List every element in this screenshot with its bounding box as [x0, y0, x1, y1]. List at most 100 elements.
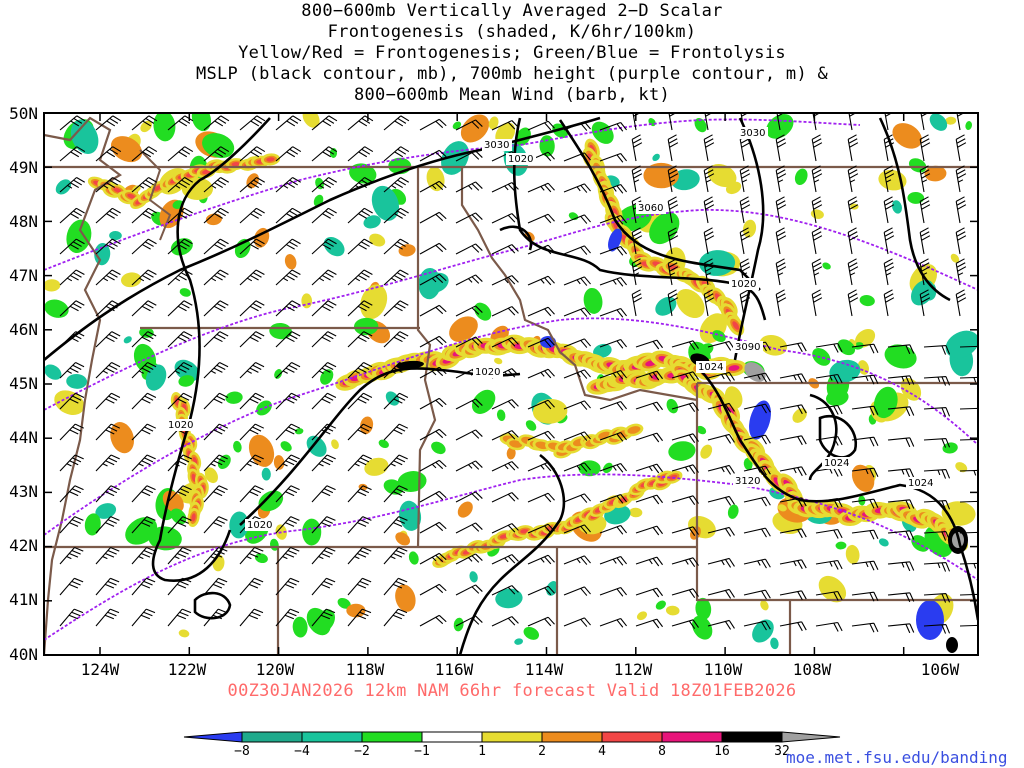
wind-barb	[779, 435, 807, 446]
shading-cell	[323, 236, 345, 257]
wind-barb	[631, 227, 643, 255]
wind-barb	[383, 300, 409, 317]
wind-barb	[959, 562, 978, 569]
wind-barb	[419, 521, 447, 534]
wind-barb	[239, 423, 265, 441]
wind-barb	[851, 343, 879, 354]
source-url[interactable]: moe.met.fsu.edu/banding	[786, 748, 1008, 767]
wind-barb	[811, 134, 823, 162]
wind-barb	[563, 152, 591, 162]
wind-barb	[563, 586, 591, 596]
wind-barb	[815, 559, 843, 570]
wind-barb	[599, 245, 628, 256]
wind-barb	[239, 331, 265, 348]
shading-cell	[851, 464, 875, 492]
wind-barb	[95, 238, 121, 255]
wind-barb	[887, 344, 915, 355]
shading-cell	[929, 113, 948, 131]
wind-barb	[203, 300, 229, 317]
svg-text:1020: 1020	[508, 154, 533, 165]
colorbar-label: 1	[478, 744, 486, 759]
wind-barb	[851, 622, 879, 633]
wind-barb	[95, 300, 121, 317]
shading-cell	[471, 389, 496, 414]
wind-barb	[739, 289, 751, 317]
shading-cell	[457, 501, 473, 518]
wind-barb	[847, 227, 859, 255]
wind-barb	[203, 269, 229, 286]
wind-barb	[635, 556, 664, 567]
wind-barb	[703, 196, 715, 224]
wind-barb	[203, 331, 229, 348]
wind-barb	[383, 238, 409, 255]
lon-label: 110W	[703, 660, 743, 679]
shading-cell	[360, 284, 388, 320]
wind-barb	[455, 181, 483, 193]
wind-barb	[383, 516, 408, 534]
colorbar-label: 8	[658, 744, 666, 759]
wind-barb	[599, 121, 628, 132]
shading-cell	[225, 391, 243, 404]
wind-barb	[239, 146, 266, 162]
shading-cell	[306, 607, 331, 636]
wind-barb	[203, 608, 228, 627]
shading-cell	[945, 330, 978, 359]
shading-cell	[818, 575, 847, 603]
lat-label: 47N	[9, 266, 38, 285]
shading-cell	[600, 433, 609, 438]
shading-cell	[695, 597, 712, 620]
wind-barb	[743, 558, 771, 569]
wind-barb	[203, 115, 230, 131]
wind-barb	[311, 115, 338, 131]
wind-barb	[491, 275, 519, 286]
lat-label: 48N	[9, 212, 38, 231]
wind-barb	[311, 577, 336, 596]
wind-barb	[275, 546, 300, 565]
wind-barb	[635, 463, 664, 474]
shading-cell	[178, 375, 195, 387]
wind-barb	[563, 524, 591, 534]
wind-barb	[703, 289, 715, 317]
shading-cell	[760, 600, 769, 611]
title-line-3: Yellow/Red = Frontogenesis; Green/Blue =…	[238, 43, 786, 63]
shading-cell	[749, 400, 771, 440]
svg-text:3030: 3030	[740, 128, 765, 139]
shading-cell	[66, 373, 88, 389]
wind-barb	[347, 608, 372, 627]
wind-barb	[311, 331, 337, 348]
wind-barb	[239, 269, 265, 286]
wind-barb	[775, 258, 787, 286]
wind-barb	[667, 134, 679, 162]
shading-cell	[700, 444, 713, 459]
wind-barb	[632, 113, 641, 131]
wind-barb	[275, 115, 302, 131]
lon-label: 122W	[167, 660, 207, 679]
wind-barb	[707, 557, 735, 568]
wind-barb	[311, 423, 337, 441]
lat-label: 41N	[9, 590, 38, 609]
wind-barb	[887, 592, 915, 603]
shading-cell	[258, 490, 284, 512]
wind-barb	[815, 621, 843, 632]
wind-barb	[383, 207, 409, 224]
wind-barb	[851, 467, 879, 478]
wind-barb	[703, 258, 715, 286]
wind-barb	[239, 392, 265, 410]
shading-cell	[70, 119, 99, 154]
wind-barb	[563, 493, 591, 503]
wind-barb	[131, 115, 158, 131]
wind-barb	[599, 462, 628, 473]
shading-cell	[777, 504, 787, 512]
shading-cell	[694, 118, 707, 133]
wind-barb	[275, 207, 301, 224]
wind-barb	[239, 577, 264, 596]
wind-barb	[527, 492, 555, 503]
wind-barb	[671, 464, 699, 475]
wind-barb	[203, 423, 229, 441]
lon-label: 108W	[792, 660, 832, 679]
wind-barb	[131, 177, 158, 193]
wind-barb	[739, 165, 751, 193]
height-label: 3030	[482, 139, 512, 151]
wind-barb	[671, 340, 699, 351]
wind-barb	[95, 331, 121, 348]
